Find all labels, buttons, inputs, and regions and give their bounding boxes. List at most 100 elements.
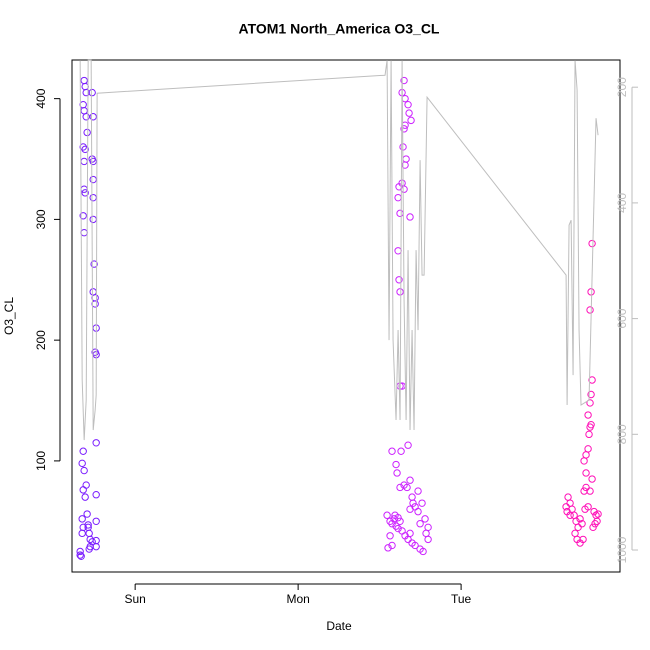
point — [404, 441, 412, 449]
point — [84, 523, 92, 532]
point — [585, 430, 593, 439]
point — [584, 445, 592, 453]
x-tick-label: Mon — [286, 592, 309, 606]
x-tick-label: Tue — [451, 592, 472, 606]
point — [579, 535, 587, 544]
point — [576, 515, 584, 523]
chart-title: ATOM1 North_America O3_CL — [239, 21, 440, 37]
point — [419, 547, 427, 556]
point — [407, 116, 415, 125]
point — [76, 547, 84, 556]
point — [79, 143, 87, 151]
point — [82, 113, 90, 121]
point — [586, 399, 594, 407]
point — [388, 519, 396, 528]
y-tick-label: 400 — [34, 88, 48, 108]
point — [562, 503, 570, 511]
point — [586, 306, 594, 314]
point — [416, 519, 424, 528]
point — [409, 499, 417, 507]
point — [395, 276, 403, 284]
point — [400, 76, 408, 85]
point — [397, 447, 405, 455]
point — [590, 507, 598, 516]
point — [403, 483, 411, 492]
y-axis-label: O3_CL — [2, 297, 16, 335]
point — [591, 519, 599, 528]
point — [91, 300, 99, 308]
point — [414, 507, 422, 516]
point — [406, 505, 414, 513]
point — [90, 260, 98, 268]
point — [404, 100, 412, 109]
point — [589, 523, 597, 532]
point — [411, 541, 419, 550]
point — [392, 522, 400, 530]
y2-tick-label: 600 — [615, 308, 629, 328]
point — [79, 212, 87, 220]
point — [424, 535, 432, 544]
point — [418, 499, 426, 507]
point — [584, 503, 592, 511]
point — [593, 517, 601, 525]
point — [396, 517, 404, 525]
point — [88, 88, 96, 97]
point — [388, 447, 396, 455]
point — [587, 288, 595, 296]
point — [396, 483, 404, 492]
point — [89, 113, 97, 121]
y-tick-label: 100 — [34, 451, 48, 471]
point — [388, 541, 396, 550]
point — [82, 481, 90, 489]
point — [400, 185, 408, 193]
y2-tick-label: 400 — [615, 193, 629, 213]
point — [84, 521, 92, 529]
point — [78, 515, 86, 523]
point — [421, 515, 429, 523]
point — [406, 476, 414, 484]
point — [92, 517, 100, 525]
point — [81, 189, 89, 197]
point — [394, 513, 402, 522]
point — [586, 487, 594, 495]
point — [83, 510, 91, 518]
point — [563, 507, 571, 516]
point — [396, 288, 404, 296]
y2-tick-label: 1000 — [615, 536, 629, 563]
y-tick-label: 200 — [34, 330, 48, 350]
point — [80, 466, 88, 475]
point — [587, 390, 595, 399]
point — [588, 239, 596, 248]
x-tick-label: Sun — [124, 592, 145, 606]
point — [578, 519, 586, 528]
plot-box — [71, 59, 621, 573]
y-tick-label: 300 — [34, 209, 48, 229]
point — [383, 511, 391, 519]
point — [386, 517, 394, 525]
point — [392, 460, 400, 469]
point — [594, 510, 602, 518]
point — [406, 213, 414, 221]
point — [393, 469, 401, 477]
point — [81, 145, 89, 154]
point — [400, 125, 408, 133]
pressure-line — [79, 59, 599, 441]
point — [405, 109, 413, 117]
point — [76, 551, 84, 559]
point — [582, 483, 590, 492]
point — [86, 542, 94, 551]
point — [78, 529, 86, 538]
point — [79, 447, 87, 455]
point — [587, 420, 595, 429]
y2-tick-label: 200 — [615, 77, 629, 97]
point — [584, 411, 592, 419]
point — [81, 493, 89, 501]
point — [78, 459, 86, 468]
point — [92, 439, 100, 447]
point — [414, 487, 422, 495]
point — [588, 475, 596, 483]
x-axis-label: Date — [326, 619, 352, 633]
point — [386, 532, 394, 540]
